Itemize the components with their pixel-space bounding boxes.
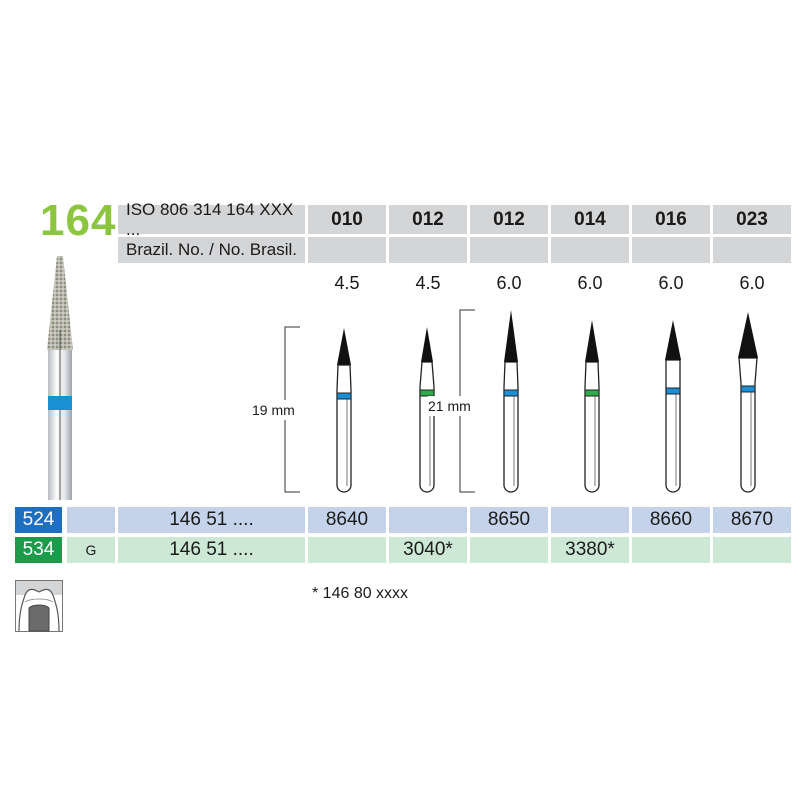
bur-drawing-4 [665, 320, 681, 493]
order-number-cell [308, 537, 386, 563]
size-header-2: 012 [470, 205, 548, 234]
color-ring [503, 389, 519, 397]
order-number-cell[interactable]: 8670 [713, 507, 791, 533]
bur-drawing-5 [738, 312, 758, 493]
row-grit: G [67, 537, 115, 563]
order-number-cell[interactable]: 3040* [389, 537, 467, 563]
brazil-cell-3 [551, 237, 629, 263]
bur-drawing-1 [419, 327, 435, 493]
order-number-cell [389, 507, 467, 533]
row-prefix: 146 51 .... [118, 537, 305, 563]
order-number-cell[interactable]: 8660 [632, 507, 710, 533]
brazil-cell-2 [470, 237, 548, 263]
order-number-cell[interactable]: 8650 [470, 507, 548, 533]
working-length-2: 6.0 [496, 272, 522, 293]
size-header-5: 023 [713, 205, 791, 234]
dimension-19mm-label: 19 mm [252, 400, 295, 420]
bur-drawing-3 [584, 320, 600, 493]
diamond-bur-photo [47, 256, 73, 500]
working-length-1: 4.5 [415, 272, 441, 293]
order-number-cell [551, 507, 629, 533]
size-header-1: 012 [389, 205, 467, 234]
brazil-label: Brazil. No. / No. Brasil. [118, 237, 305, 263]
footnote: * 146 80 xxxx [312, 585, 409, 602]
order-number-cell [470, 537, 548, 563]
color-ring [336, 392, 352, 400]
size-header-0: 010 [308, 205, 386, 234]
brazil-cell-1 [389, 237, 467, 263]
row-code: 534 [15, 537, 62, 563]
order-number-cell[interactable]: 8640 [308, 507, 386, 533]
order-number-cell [632, 537, 710, 563]
bur-drawing-0 [336, 328, 352, 493]
working-length-0: 4.5 [334, 272, 360, 293]
row-prefix: 146 51 .... [118, 507, 305, 533]
size-header-3: 014 [551, 205, 629, 234]
dimension-21mm-label: 21 mm [428, 396, 471, 416]
color-ring [740, 385, 756, 393]
tooth-crown-icon [15, 580, 63, 632]
color-ring [419, 389, 435, 397]
color-ring [665, 387, 681, 395]
order-number-cell[interactable]: 3380* [551, 537, 629, 563]
working-length-4: 6.0 [658, 272, 684, 293]
working-length-3: 6.0 [577, 272, 603, 293]
row-code: 524 [15, 507, 62, 533]
color-ring [584, 389, 600, 397]
bur-drawing-2 [503, 310, 519, 493]
order-number-cell [713, 537, 791, 563]
row-grit [67, 507, 115, 533]
brazil-cell-0 [308, 237, 386, 263]
brazil-cell-4 [632, 237, 710, 263]
iso-label: ISO 806 314 164 XXX ... [118, 200, 305, 239]
size-header-4: 016 [632, 205, 710, 234]
brazil-cell-5 [713, 237, 791, 263]
working-length-5: 6.0 [739, 272, 765, 293]
figure-number: 164 [40, 196, 117, 245]
